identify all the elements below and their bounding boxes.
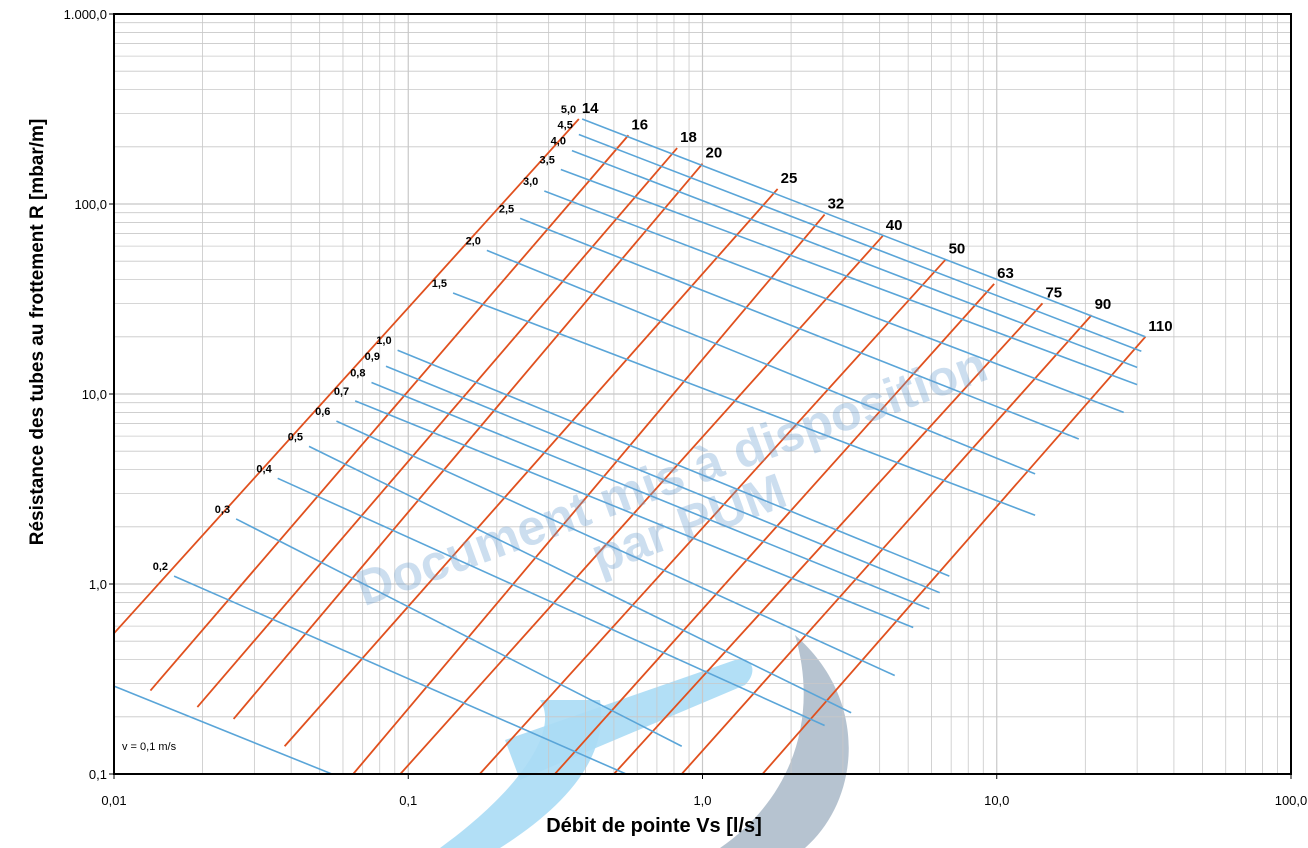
velocity-line (114, 685, 333, 774)
velocity-line (571, 149, 1138, 369)
velocity-label: 5,0 (561, 104, 576, 116)
velocity-label: 0,7 (334, 386, 349, 398)
velocity-line (544, 190, 1124, 414)
velocity-label: v = 0,1 m/s (122, 741, 177, 753)
pipe-line-14 (114, 118, 580, 634)
velocity-line (235, 518, 683, 747)
y-tick-label: 1,0 (89, 577, 107, 592)
velocity-label: 0,3 (215, 504, 230, 516)
pipe-label-90: 90 (1095, 296, 1112, 313)
velocity-line (336, 420, 896, 677)
pipe-line-90 (681, 314, 1093, 774)
y-tick-label: 10,0 (82, 387, 107, 402)
pipe-label-14: 14 (582, 100, 599, 117)
velocity-label: 3,0 (523, 176, 538, 188)
velocity-label: 4,5 (558, 120, 573, 132)
velocity-label: 0,6 (315, 406, 330, 418)
pipe-line-75 (613, 302, 1044, 774)
velocity-label: 0,2 (153, 561, 168, 573)
velocity-label: 1,0 (376, 335, 391, 347)
x-tick-label: 0,01 (101, 793, 126, 808)
pipe-label-110: 110 (1148, 318, 1172, 335)
velocity-line (519, 217, 1080, 440)
velocity-line (371, 381, 930, 610)
velocity-label: 2,5 (499, 203, 514, 215)
velocity-label: 0,4 (256, 463, 272, 475)
pipe-label-20: 20 (706, 145, 723, 162)
x-tick-label: 1,0 (693, 793, 711, 808)
velocity-line (308, 445, 852, 714)
y-tick-label: 1.000,0 (64, 7, 107, 22)
velocity-label: 0,8 (350, 367, 365, 379)
velocity-label: 1,5 (432, 278, 447, 290)
y-tick-label: 100,0 (74, 197, 107, 212)
velocity-line (385, 365, 941, 594)
velocity-line (173, 575, 627, 774)
pipe-line-18 (196, 147, 678, 708)
pipe-line-50 (479, 258, 947, 774)
pipe-label-40: 40 (886, 217, 903, 234)
pipe-label-50: 50 (949, 241, 966, 258)
pipe-line-63 (554, 283, 995, 774)
x-tick-label: 0,1 (399, 793, 417, 808)
velocity-label: 2,0 (466, 235, 481, 247)
velocity-line (452, 292, 1036, 517)
velocity-line (581, 118, 1146, 338)
velocity-label: 0,5 (288, 431, 303, 443)
velocity-line (354, 400, 914, 629)
velocity-line (578, 133, 1142, 352)
pipe-line-16 (149, 134, 630, 692)
pipe-line-40 (399, 235, 884, 774)
pipe-label-63: 63 (997, 265, 1014, 282)
velocity-line (486, 249, 1036, 475)
pipe-label-16: 16 (631, 116, 648, 133)
y-tick-label: 0,1 (89, 767, 107, 782)
velocity-line (277, 477, 825, 727)
x-tick-label: 10,0 (984, 793, 1009, 808)
velocity-line (397, 349, 950, 577)
x-tick-label: 100,0 (1275, 793, 1308, 808)
pipe-line-25 (283, 188, 779, 747)
velocity-line (560, 168, 1138, 386)
x-axis-title: Débit de pointe Vs [l/s] (546, 815, 762, 837)
pipe-label-32: 32 (828, 196, 845, 213)
velocity-label: 0,9 (365, 351, 380, 363)
y-axis-title: Résistance des tubes au frottement R [mb… (27, 118, 48, 546)
velocity-label: 4,0 (551, 136, 566, 148)
velocity-label: 3,5 (540, 154, 555, 166)
pipe-label-75: 75 (1045, 284, 1062, 301)
pipe-label-25: 25 (781, 170, 798, 187)
pipe-line-20 (232, 163, 704, 720)
pipe-label-18: 18 (680, 129, 697, 146)
